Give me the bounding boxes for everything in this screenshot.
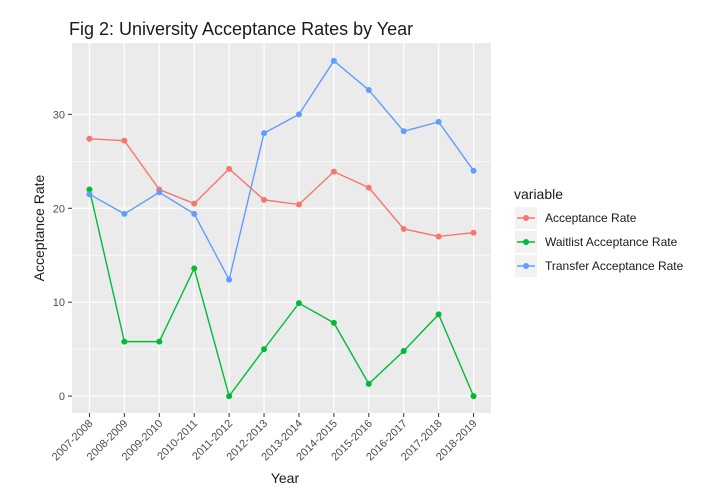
data-point-transfer-acceptance-rate	[470, 167, 477, 174]
data-point-acceptance-rate	[226, 165, 233, 172]
data-point-acceptance-rate	[191, 200, 198, 207]
data-point-acceptance-rate	[470, 229, 477, 236]
data-point-acceptance-rate	[86, 135, 93, 142]
legend-item-acceptance-rate: Acceptance Rate	[515, 207, 637, 229]
data-point-waitlist-acceptance-rate	[191, 265, 198, 272]
data-point-waitlist-acceptance-rate	[121, 338, 128, 345]
legend-item-transfer-acceptance-rate: Transfer Acceptance Rate	[515, 255, 684, 277]
data-point-transfer-acceptance-rate	[226, 276, 233, 283]
data-point-transfer-acceptance-rate	[400, 128, 407, 135]
chart-title: Fig 2: University Acceptance Rates by Ye…	[69, 19, 413, 39]
y-axis-title: Acceptance Rate	[31, 174, 47, 281]
y-tick-label: 10	[53, 297, 65, 309]
data-point-transfer-acceptance-rate	[156, 189, 163, 196]
series-line-acceptance-rate	[89, 138, 474, 238]
data-point-acceptance-rate	[435, 233, 442, 240]
legend-key-point	[523, 239, 529, 245]
y-tick-label: 20	[53, 203, 65, 215]
data-point-transfer-acceptance-rate	[435, 118, 442, 125]
data-point-waitlist-acceptance-rate	[365, 380, 372, 387]
legend-key-point	[523, 215, 529, 221]
series-layer	[86, 57, 477, 400]
data-point-transfer-acceptance-rate	[86, 191, 93, 198]
data-point-waitlist-acceptance-rate	[330, 319, 337, 326]
x-axis-title: Year	[271, 470, 300, 486]
y-axis: 0 10 20 30	[53, 109, 72, 403]
legend-label: Waitlist Acceptance Rate	[545, 235, 678, 249]
data-point-waitlist-acceptance-rate	[470, 393, 477, 400]
data-point-waitlist-acceptance-rate	[400, 348, 407, 355]
legend-label: Acceptance Rate	[545, 211, 637, 225]
data-point-transfer-acceptance-rate	[261, 130, 268, 137]
data-point-waitlist-acceptance-rate	[295, 300, 302, 307]
legend-key-point	[523, 263, 529, 269]
data-point-transfer-acceptance-rate	[330, 57, 337, 64]
series-line-transfer-acceptance-rate	[89, 59, 475, 282]
data-point-transfer-acceptance-rate	[295, 111, 302, 118]
data-point-waitlist-acceptance-rate	[156, 338, 163, 345]
data-point-acceptance-rate	[121, 137, 128, 144]
x-axis: 2007-20082008-20092009-20102010-20112011…	[50, 413, 480, 463]
data-point-acceptance-rate	[330, 168, 337, 175]
y-tick-label: 0	[59, 391, 65, 403]
data-point-acceptance-rate	[400, 225, 407, 232]
y-tick-label: 30	[53, 109, 65, 121]
legend: variable Acceptance Rate Waitlist Accepta…	[514, 186, 684, 277]
data-point-waitlist-acceptance-rate	[435, 311, 442, 318]
data-point-waitlist-acceptance-rate	[226, 393, 233, 400]
data-point-waitlist-acceptance-rate	[261, 346, 268, 353]
data-point-acceptance-rate	[261, 196, 268, 203]
legend-title: variable	[514, 186, 563, 202]
data-point-transfer-acceptance-rate	[365, 86, 372, 93]
plot-panel	[72, 43, 491, 413]
data-point-waitlist-acceptance-rate	[86, 186, 93, 193]
data-point-transfer-acceptance-rate	[191, 210, 198, 217]
legend-item-waitlist-acceptance-rate: Waitlist Acceptance Rate	[515, 231, 678, 253]
data-point-transfer-acceptance-rate	[121, 210, 128, 217]
data-point-acceptance-rate	[295, 201, 302, 208]
series-line-waitlist-acceptance-rate	[88, 189, 475, 398]
legend-label: Transfer Acceptance Rate	[545, 259, 684, 273]
data-point-acceptance-rate	[365, 184, 372, 191]
